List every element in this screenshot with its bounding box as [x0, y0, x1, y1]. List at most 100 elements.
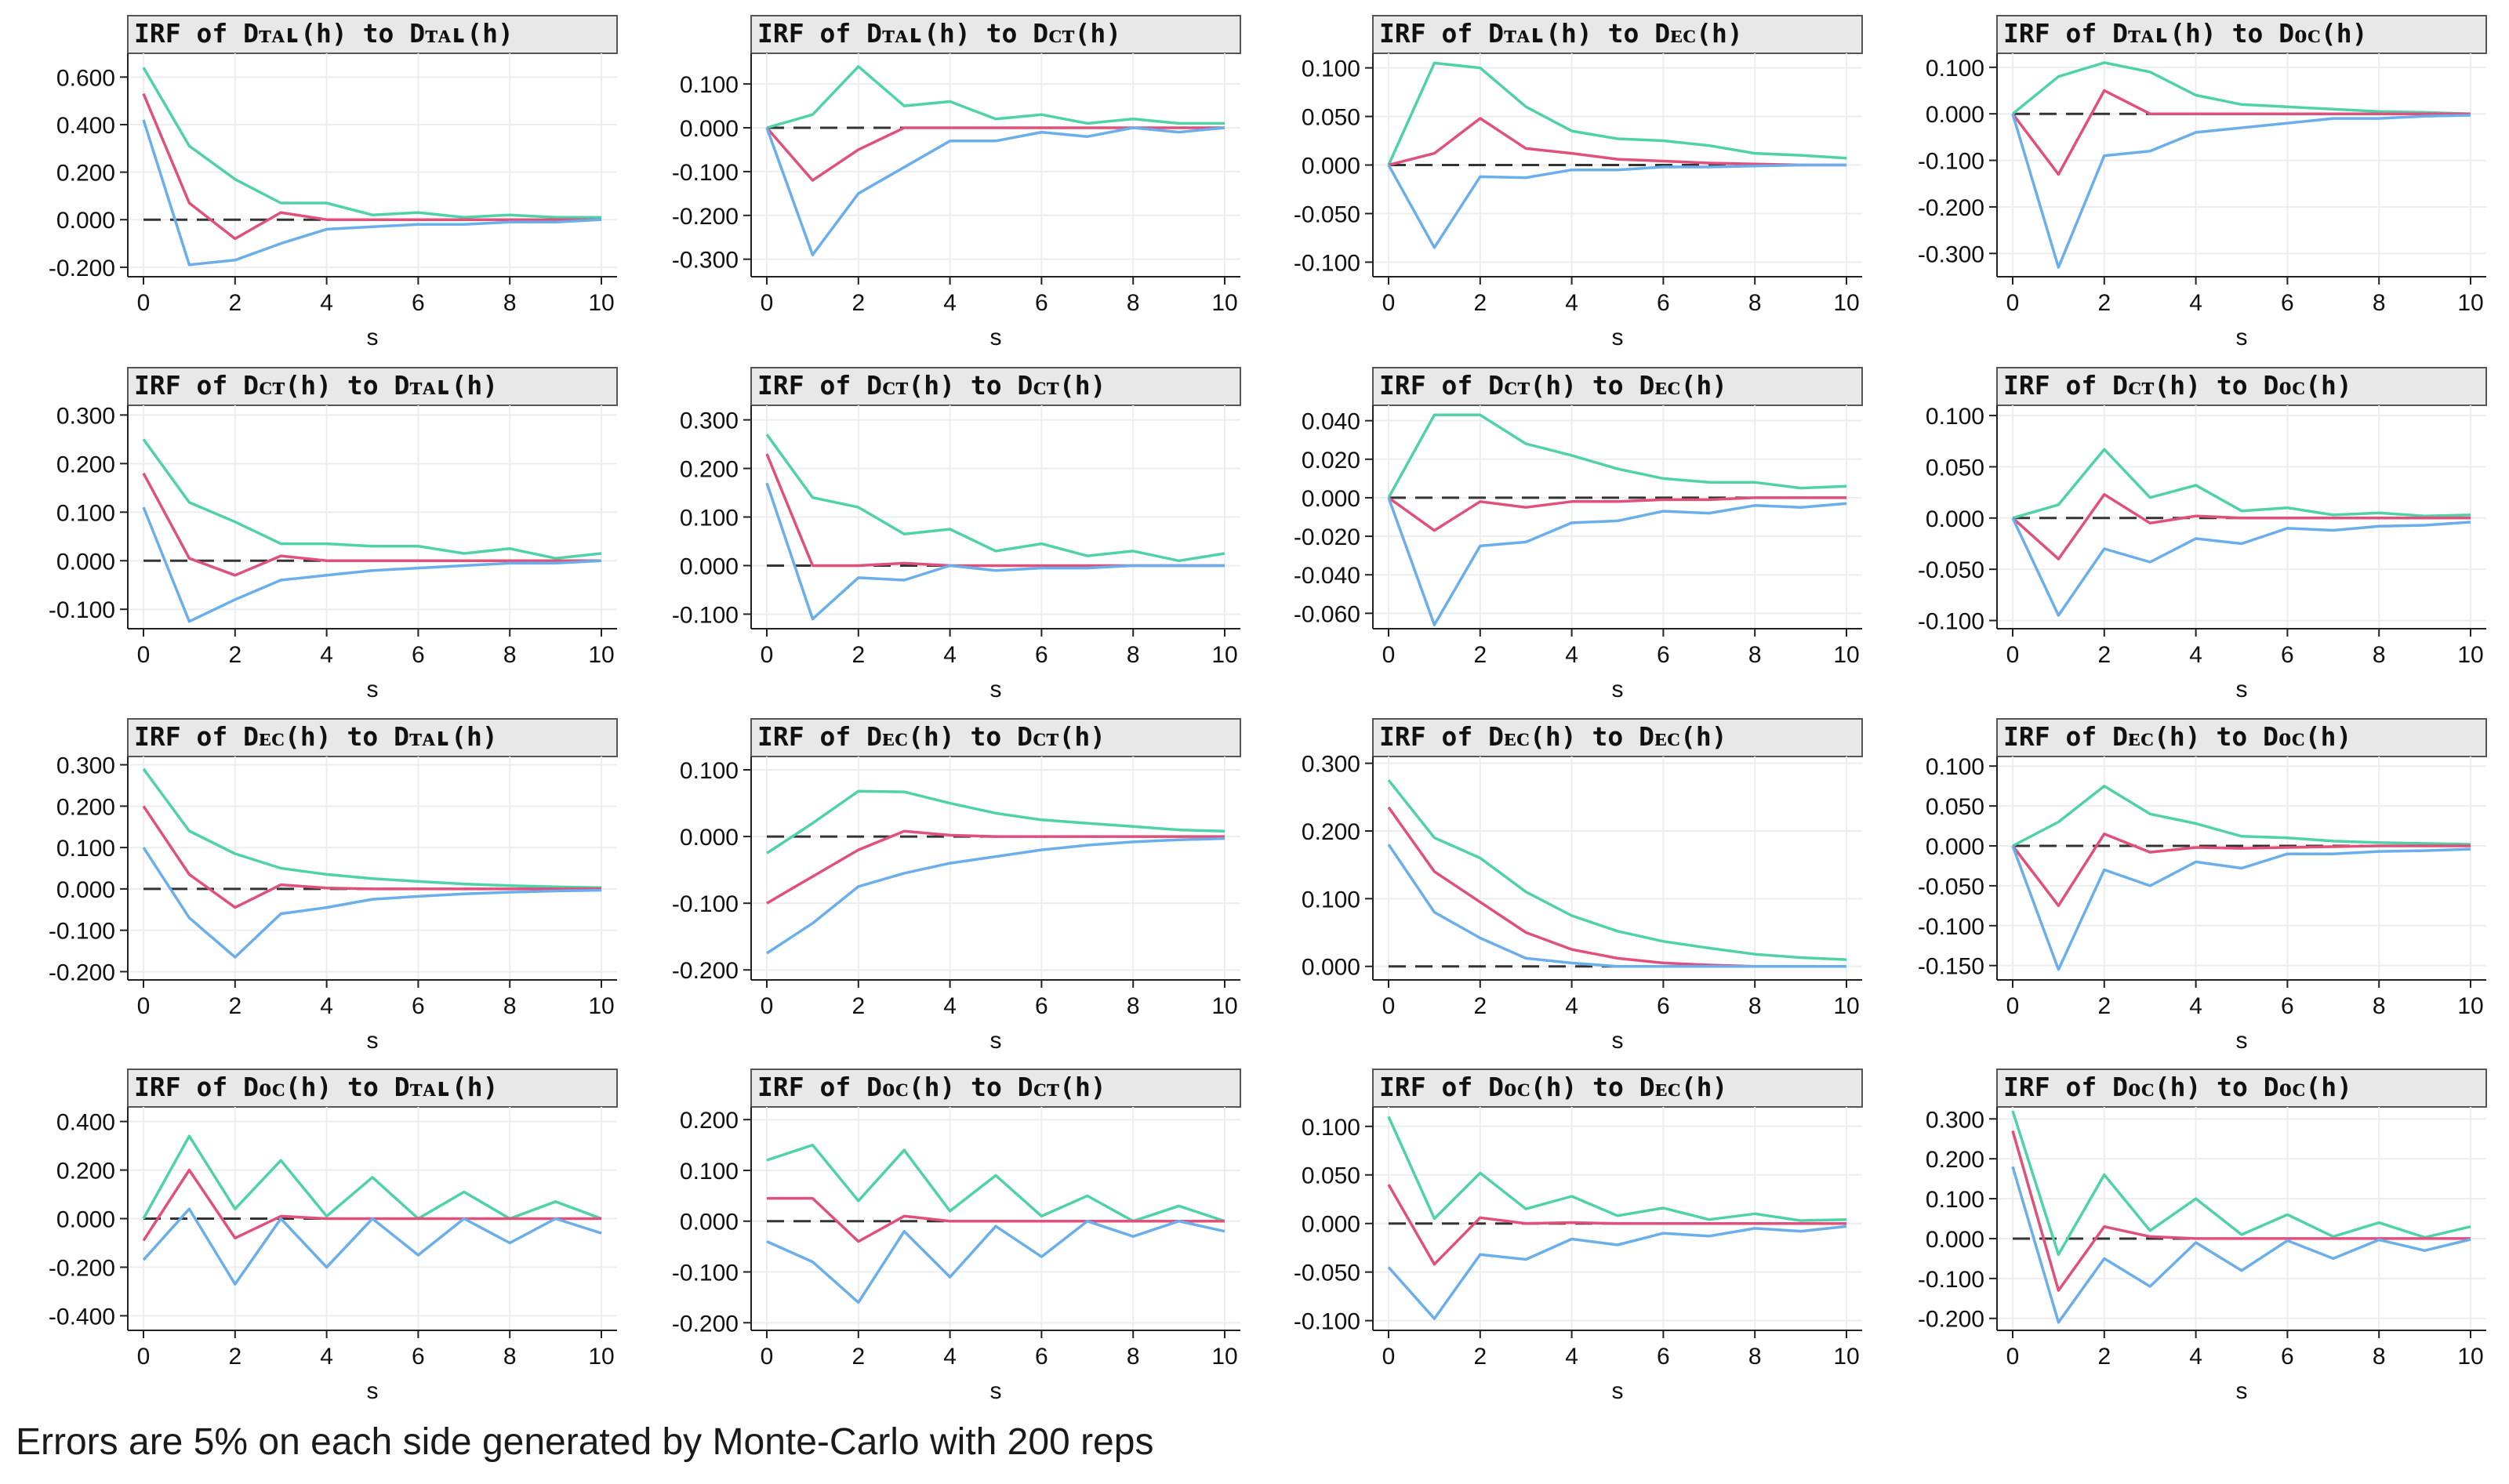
panel-title-bar-r2c3 [1996, 718, 2487, 757]
x-axis-label-r1c2: s [1612, 677, 1624, 702]
y-tick-label-r1c2-3: -0.020 [1294, 524, 1360, 550]
y-tick-label-r3c1-3: -0.100 [672, 1261, 739, 1286]
panel-title-r1c0: IRF of Dᴄᴛ(h) to Dᴛᴀʟ(h) [134, 370, 498, 401]
y-tick-label-r1c2-5: -0.060 [1294, 601, 1360, 627]
series-upper-r0c2 [1387, 61, 1847, 166]
x-tick-label-r1c1-5: 10 [1211, 642, 1237, 668]
y-tick-label-r3c2-1: 0.050 [1302, 1163, 1360, 1189]
panel-title-r2c3: IRF of Dᴇᴄ(h) to Dᴏᴄ(h) [2003, 721, 2351, 752]
panel-r1c1: IRF of Dᴄᴛ(h) to Dᴄᴛ(h) 0.300 0.200 0.100 0.… [672, 367, 1241, 702]
x-tick-label-r2c0-2: 4 [320, 993, 333, 1019]
y-tick-label-r3c0-2: 0.000 [56, 1207, 115, 1233]
y-tick-label-r0c1-2: -0.100 [672, 160, 739, 186]
x-tick-label-r1c0-2: 4 [320, 642, 333, 668]
y-tick-label-r3c2-4: -0.100 [1294, 1309, 1360, 1335]
series-upper-r3c3 [2011, 1110, 2471, 1257]
y-tick-label-r1c2-4: -0.040 [1294, 563, 1360, 589]
x-tick-label-r2c2-3: 6 [1657, 993, 1670, 1019]
series-lower-r1c3 [2011, 517, 2471, 617]
x-tick-label-r3c0-4: 8 [503, 1344, 517, 1370]
series-irf-r3c1 [767, 1196, 1225, 1243]
y-tick-label-r0c3-1: 0.000 [1926, 102, 1984, 128]
x-tick-label-r3c3-5: 10 [2457, 1344, 2483, 1370]
x-tick-label-r1c1-4: 8 [1127, 642, 1140, 668]
x-axis-label-r0c1: s [990, 325, 1002, 350]
panel-r0c2: IRF of Dᴛᴀʟ(h) to Dᴇᴄ(h) 0.100 0.050 0.000 -… [1294, 15, 1863, 350]
panel-r2c1: IRF of Dᴇᴄ(h) to Dᴄᴛ(h) 0.100 0.000 -0.100 -… [672, 718, 1241, 1054]
y-tick-label-r1c3-3: -0.050 [1918, 557, 1984, 583]
x-tick-label-r2c3-0: 0 [2006, 993, 2020, 1019]
x-tick-label-r1c1-1: 2 [851, 642, 865, 668]
y-tick-label-r0c2-4: -0.100 [1294, 250, 1360, 276]
x-tick-label-r2c1-3: 6 [1035, 993, 1048, 1019]
panel-r3c0: IRF of Dᴏᴄ(h) to Dᴛᴀʟ(h) 0.400 0.200 0.000 -… [49, 1069, 618, 1404]
x-tick-label-r0c1-3: 6 [1035, 290, 1048, 316]
x-tick-label-r1c0-0: 0 [137, 642, 151, 668]
x-tick-label-r3c0-2: 4 [320, 1344, 333, 1370]
series-irf-r0c1 [765, 126, 1225, 182]
panel-title-bar-r0c1 [750, 15, 1241, 54]
x-tick-label-r1c3-3: 6 [2281, 642, 2294, 668]
series-irf-r0c2 [1388, 117, 1846, 167]
panel-r3c2: IRF of Dᴏᴄ(h) to Dᴇᴄ(h) 0.100 0.050 0.000 -0… [1294, 1069, 1863, 1404]
panel-title-r1c2: IRF of Dᴄᴛ(h) to Dᴇᴄ(h) [1379, 370, 1727, 401]
series-irf-r2c3 [2011, 832, 2471, 908]
series-upper-r3c2 [1387, 1116, 1847, 1222]
x-tick-label-r3c0-5: 10 [588, 1344, 614, 1370]
panel-r1c0: IRF of Dᴄᴛ(h) to Dᴛᴀʟ(h) 0.300 0.200 0.100 0… [49, 367, 618, 702]
y-tick-label-r1c0-4: -0.100 [49, 597, 115, 623]
y-tick-label-r1c0-1: 0.200 [56, 452, 115, 477]
panel-r2c2: IRF of Dᴇᴄ(h) to Dᴇᴄ(h) 0.300 0.200 0.100 0.… [1302, 718, 1863, 1054]
y-tick-label-r2c1-0: 0.100 [680, 758, 739, 784]
panel-title-r0c1: IRF of Dᴛᴀʟ(h) to Dᴄᴛ(h) [757, 18, 1121, 49]
y-tick-label-r2c1-1: 0.000 [680, 825, 739, 851]
y-tick-label-r3c0-3: -0.200 [49, 1255, 115, 1281]
x-tick-label-r3c3-2: 4 [2189, 1344, 2202, 1370]
x-tick-label-r2c2-5: 10 [1833, 993, 1859, 1019]
x-tick-label-r3c1-1: 2 [851, 1344, 865, 1370]
x-tick-label-r1c1-2: 4 [943, 642, 957, 668]
series-upper-r2c2 [1387, 779, 1847, 961]
y-tick-label-r0c1-4: -0.300 [672, 248, 739, 274]
x-tick-label-r0c2-0: 0 [1382, 290, 1396, 316]
y-tick-label-r0c0-3: 0.000 [56, 208, 115, 234]
x-tick-label-r2c2-4: 8 [1748, 993, 1762, 1019]
series-lower-r3c1 [766, 1219, 1225, 1304]
x-tick-label-r1c3-2: 4 [2189, 642, 2202, 668]
x-axis-label-r3c0: s [367, 1378, 379, 1404]
series-upper-r0c0 [142, 67, 601, 219]
y-tick-label-r0c1-3: -0.200 [672, 204, 739, 230]
x-tick-label-r2c0-5: 10 [588, 993, 614, 1019]
y-tick-label-r3c1-4: -0.200 [672, 1311, 739, 1337]
x-tick-label-r1c0-4: 8 [503, 642, 517, 668]
panel-title-bar-r3c3 [1996, 1069, 2487, 1108]
y-tick-label-r3c3-3: 0.000 [1926, 1227, 1984, 1253]
x-tick-label-r2c0-4: 8 [503, 993, 517, 1019]
x-tick-label-r1c0-5: 10 [588, 642, 614, 668]
x-tick-label-r0c1-1: 2 [851, 290, 865, 316]
x-tick-label-r3c2-5: 10 [1833, 1344, 1859, 1370]
y-tick-label-r0c2-3: -0.050 [1294, 201, 1360, 227]
series-upper-r0c1 [766, 65, 1225, 129]
x-axis-label-r2c3: s [2236, 1028, 2248, 1054]
panel-r1c3: IRF of Dᴄᴛ(h) to Dᴏᴄ(h) 0.100 0.050 0.000 -0… [1918, 367, 2487, 702]
y-tick-label-r1c2-1: 0.020 [1302, 448, 1360, 474]
y-tick-label-r3c3-2: 0.100 [1926, 1187, 1984, 1213]
x-tick-label-r1c2-1: 2 [1473, 642, 1487, 668]
panel-title-bar-r0c0 [127, 15, 618, 54]
x-axis-label-r3c1: s [990, 1378, 1002, 1404]
y-tick-label-r2c0-0: 0.300 [56, 753, 115, 779]
series-lower-r3c3 [2011, 1166, 2471, 1324]
y-tick-label-r2c3-1: 0.050 [1926, 794, 1984, 820]
panel-title-r2c0: IRF of Dᴇᴄ(h) to Dᴛᴀʟ(h) [134, 721, 498, 752]
x-tick-label-r1c1-0: 0 [761, 642, 774, 668]
x-tick-label-r0c3-5: 10 [2457, 290, 2483, 316]
y-tick-label-r3c1-1: 0.100 [680, 1159, 739, 1185]
y-tick-label-r2c2-3: 0.000 [1302, 955, 1360, 981]
y-tick-label-r3c1-0: 0.200 [680, 1108, 739, 1134]
y-tick-label-r3c2-0: 0.100 [1302, 1115, 1360, 1141]
x-tick-label-r3c2-1: 2 [1473, 1344, 1487, 1370]
series-lower-r2c1 [766, 836, 1225, 955]
x-tick-label-r1c3-0: 0 [2006, 642, 2020, 668]
